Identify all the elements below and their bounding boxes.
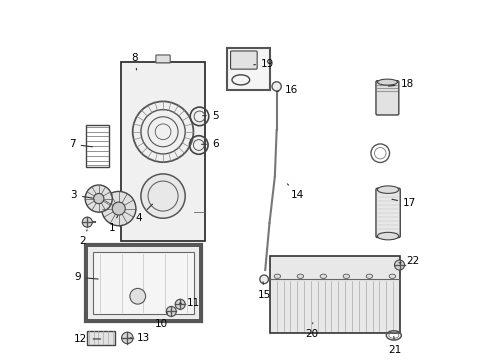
Bar (93, 252, 193, 314)
Bar (86, 246, 200, 320)
FancyBboxPatch shape (230, 51, 257, 69)
Text: 15: 15 (257, 282, 270, 300)
Text: 18: 18 (387, 79, 413, 89)
Circle shape (166, 306, 176, 316)
Text: 1: 1 (109, 216, 118, 233)
FancyBboxPatch shape (375, 188, 400, 238)
Circle shape (102, 192, 136, 226)
Bar (227, 48, 269, 90)
Bar (270, 256, 399, 333)
Circle shape (122, 332, 133, 343)
Ellipse shape (297, 274, 303, 278)
Bar (85, 125, 109, 167)
Ellipse shape (377, 232, 398, 240)
Circle shape (130, 288, 145, 304)
FancyBboxPatch shape (156, 55, 170, 63)
Ellipse shape (320, 274, 326, 278)
Bar (84, 244, 202, 322)
Text: 10: 10 (155, 313, 168, 329)
Text: 4: 4 (136, 204, 152, 222)
Circle shape (141, 174, 185, 218)
Circle shape (394, 260, 404, 270)
Text: 7: 7 (69, 139, 92, 149)
Text: 6: 6 (201, 139, 218, 149)
Text: 21: 21 (388, 337, 401, 355)
FancyBboxPatch shape (375, 81, 398, 115)
Text: 19: 19 (253, 59, 274, 69)
Ellipse shape (366, 274, 372, 278)
Text: 16: 16 (276, 85, 297, 95)
Circle shape (93, 193, 103, 204)
Text: 17: 17 (391, 198, 415, 208)
Circle shape (112, 202, 125, 215)
Circle shape (85, 185, 112, 212)
Bar (86, 331, 115, 345)
Text: 3: 3 (70, 190, 92, 200)
Circle shape (175, 299, 185, 309)
Text: 9: 9 (74, 272, 98, 282)
Text: 11: 11 (179, 298, 200, 308)
Ellipse shape (274, 274, 280, 278)
Circle shape (271, 82, 281, 91)
Text: 20: 20 (305, 323, 318, 339)
Text: 14: 14 (287, 184, 304, 200)
Ellipse shape (377, 79, 397, 85)
Text: 2: 2 (80, 230, 87, 247)
Ellipse shape (343, 274, 349, 278)
Text: 8: 8 (131, 53, 138, 70)
Text: 13: 13 (130, 333, 150, 343)
Ellipse shape (388, 274, 395, 278)
Circle shape (82, 217, 92, 227)
Circle shape (259, 275, 268, 284)
Bar (121, 62, 204, 241)
Text: 12: 12 (74, 334, 101, 344)
Ellipse shape (377, 186, 398, 193)
Text: 22: 22 (398, 256, 419, 266)
Text: 5: 5 (202, 111, 218, 121)
